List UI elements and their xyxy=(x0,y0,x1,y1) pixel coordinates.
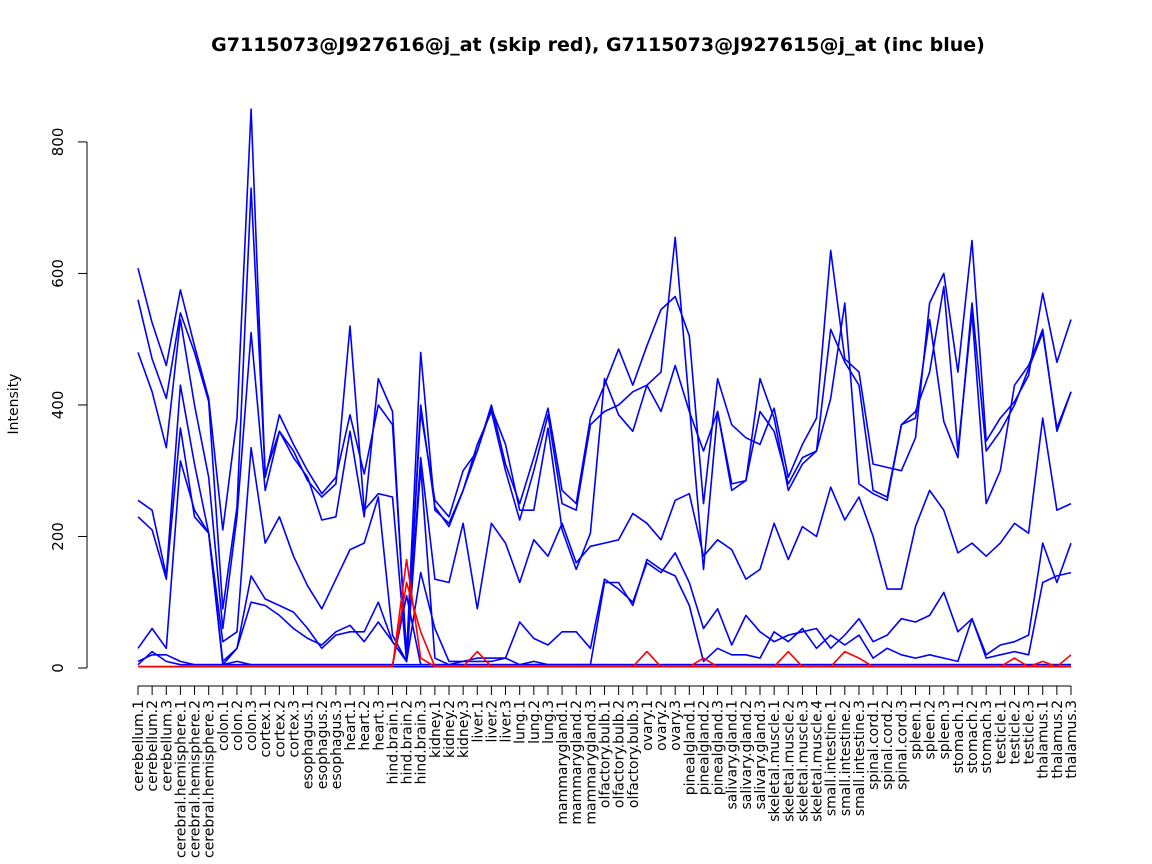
x-tick-label: esophagus.2 xyxy=(315,700,331,789)
x-tick-label: testicle.1 xyxy=(993,700,1009,764)
y-tick-label: 600 xyxy=(49,259,67,288)
x-tick-label: spinal.cord.2 xyxy=(880,700,896,790)
x-tick-label: testicle.3 xyxy=(1022,700,1038,764)
x-tick-label: cerebellum.2 xyxy=(145,700,161,792)
x-tick-label: heart.1 xyxy=(343,700,359,751)
y-tick-label: 400 xyxy=(49,391,67,420)
x-tick-label: skeletal.muscle.2 xyxy=(781,700,797,822)
x-tick-label: mammarygland.2 xyxy=(569,700,585,825)
chart-title: G7115073@J927616@j_at (skip red), G71150… xyxy=(211,34,985,56)
series-lines xyxy=(137,108,1072,668)
x-tick-label: kidney.3 xyxy=(456,700,472,758)
x-tick-label: cerebellum.1 xyxy=(131,700,147,792)
x-tick-label: thalamus.1 xyxy=(1036,700,1052,779)
x-tick-label: cortex.1 xyxy=(258,700,274,758)
x-tick-label: olfactory.bulb.2 xyxy=(612,700,628,808)
x-tick-label: salivary.gland.2 xyxy=(739,700,755,809)
x-tick-label: skeletal.muscle.3 xyxy=(795,700,811,822)
x-tick-label: small.intestine.1 xyxy=(824,700,840,816)
x-tick-label: salivary.gland.3 xyxy=(753,700,769,809)
x-tick-label: pinealgland.3 xyxy=(711,700,727,795)
series-line xyxy=(137,650,1071,666)
x-tick-label: heart.2 xyxy=(357,700,373,751)
x-tick-label: cerebral.hemisphere.1 xyxy=(173,700,189,858)
x-tick-label: mammarygland.3 xyxy=(583,700,599,825)
x-tick-label: stomach.1 xyxy=(951,700,967,774)
x-tick-label: olfactory.bulb.1 xyxy=(598,700,614,808)
x-tick-label: cortex.3 xyxy=(287,700,303,758)
series-line xyxy=(137,427,1072,663)
x-tick-label: skeletal.muscle.4 xyxy=(810,700,826,822)
x-tick-label: spleen.3 xyxy=(937,700,953,760)
x-tick-label: colon.1 xyxy=(216,700,232,751)
series-line xyxy=(137,384,1072,663)
x-tick-label: heart.3 xyxy=(371,700,387,751)
x-tick-label: stomach.2 xyxy=(965,700,981,774)
x-tick-label: kidney.1 xyxy=(428,700,444,758)
x-axis: cerebellum.1cerebellum.2cerebellum.3cere… xyxy=(131,685,1080,858)
x-tick-label: ovary.3 xyxy=(668,700,684,751)
x-tick-label: cerebral.hemisphere.3 xyxy=(202,700,218,858)
series-line xyxy=(137,187,1072,663)
x-tick-label: hind.brain.1 xyxy=(385,700,401,784)
series-line xyxy=(137,285,1072,663)
x-tick-label: small.intestine.2 xyxy=(838,700,854,816)
x-tick-label: esophagus.3 xyxy=(329,700,345,789)
x-tick-label: ovary.1 xyxy=(640,700,656,751)
x-tick-label: liver.2 xyxy=(484,700,500,743)
x-tick-label: cerebral.hemisphere.2 xyxy=(188,700,204,858)
y-axis-label: Intensity xyxy=(6,374,22,435)
x-tick-label: hind.brain.3 xyxy=(414,700,430,784)
x-tick-label: ovary.2 xyxy=(654,700,670,751)
x-tick-label: olfactory.bulb.3 xyxy=(626,700,642,808)
x-tick-label: pinealgland.1 xyxy=(682,700,698,795)
y-tick-label: 200 xyxy=(49,522,67,551)
x-tick-label: testicle.2 xyxy=(1007,700,1023,764)
y-tick-label: 800 xyxy=(49,128,67,157)
x-tick-label: spinal.cord.3 xyxy=(894,700,910,790)
series-line xyxy=(138,581,1071,668)
x-tick-label: lung.2 xyxy=(527,700,543,744)
x-tick-label: pinealgland.2 xyxy=(696,700,712,795)
x-tick-label: thalamus.3 xyxy=(1064,700,1080,779)
series-line xyxy=(137,460,1072,666)
x-tick-label: hind.brain.2 xyxy=(400,700,416,784)
x-tick-label: colon.3 xyxy=(244,700,260,751)
x-tick-label: mammarygland.1 xyxy=(555,700,571,825)
x-tick-label: liver.3 xyxy=(499,700,515,743)
x-tick-label: small.intestine.3 xyxy=(852,700,868,816)
x-tick-label: esophagus.1 xyxy=(301,700,317,789)
x-tick-label: cerebellum.3 xyxy=(159,700,175,792)
y-tick-label: 0 xyxy=(49,663,67,673)
x-tick-label: stomach.3 xyxy=(979,700,995,774)
x-tick-label: spleen.2 xyxy=(923,700,939,760)
x-tick-label: spinal.cord.1 xyxy=(866,700,882,790)
x-tick-label: lung.1 xyxy=(513,700,529,744)
x-tick-label: colon.2 xyxy=(230,700,246,751)
x-tick-label: kidney.2 xyxy=(442,700,458,758)
x-tick-label: liver.1 xyxy=(470,700,486,743)
x-tick-label: spleen.1 xyxy=(909,700,925,760)
x-tick-label: lung.3 xyxy=(541,700,557,744)
x-tick-label: cortex.2 xyxy=(272,700,288,758)
x-tick-label: salivary.gland.1 xyxy=(725,700,741,809)
x-tick-label: skeletal.muscle.1 xyxy=(767,700,783,822)
x-tick-label: thalamus.2 xyxy=(1050,700,1066,779)
y-axis: 0 200 400 600 800 xyxy=(49,128,88,673)
